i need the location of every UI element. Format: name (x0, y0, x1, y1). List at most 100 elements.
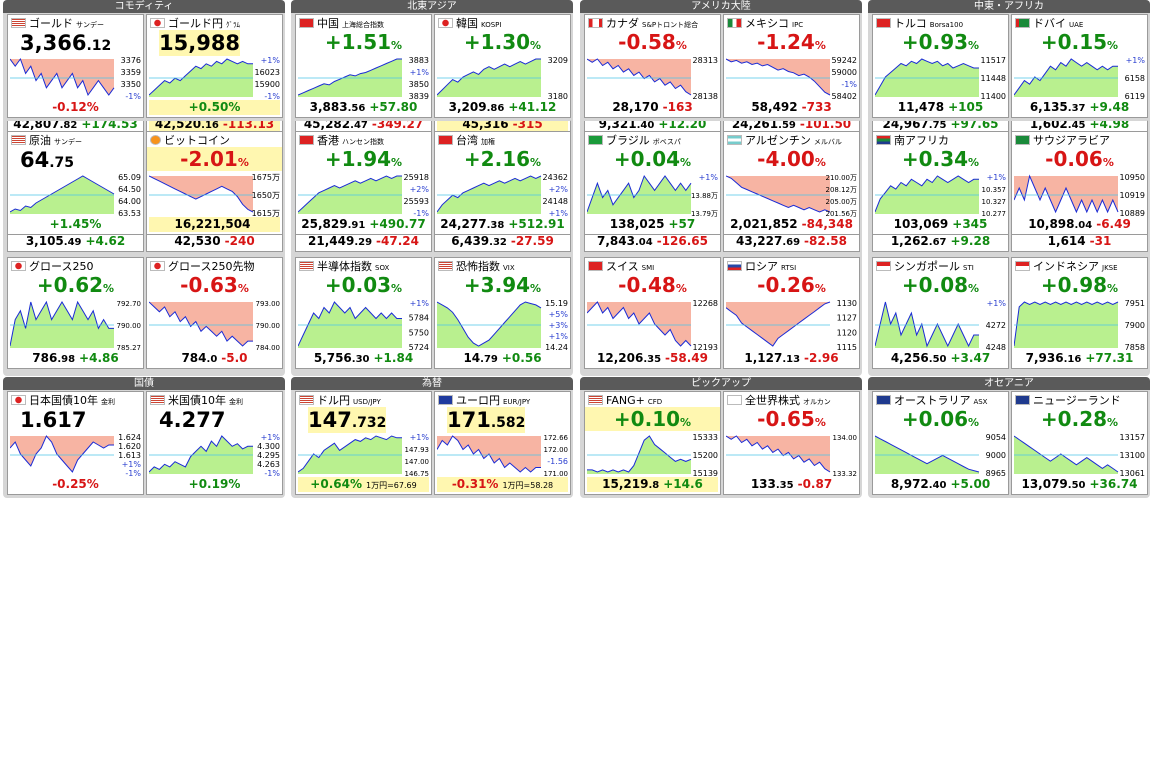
price-int: 8,972 (890, 477, 929, 491)
tile-tag: 加権 (481, 138, 495, 146)
price-change: +77.31 (1085, 351, 1134, 365)
price-dec: .30 (351, 354, 370, 365)
market-tile[interactable]: ニュージーランド +0.28% 13157 13100 13061 13,079.50 +3… (1011, 391, 1148, 495)
market-tile[interactable]: 中国 上海総合指数 +1.51% 3883 +1% 3850 3839 3,883.56 +57… (295, 14, 432, 118)
price-change: -6.49 (1096, 217, 1131, 231)
axis-label: 3839 (409, 92, 429, 101)
price-row: 12,206.35 -58.49 (587, 351, 718, 366)
axis-label: +1% (987, 173, 1007, 182)
axis-label: 28138 (693, 92, 718, 101)
tile-name: ゴールド円 ｸﾞﾗﾑ (150, 17, 280, 31)
sparkline-line (726, 435, 831, 473)
br-flag-icon (588, 135, 603, 145)
change-percent-value: -1.24 (757, 30, 815, 54)
unit-conversion: 1万円=58.28 (502, 481, 554, 490)
market-tile[interactable]: ブラジル ボベスパ +0.04% +1% 13.88万 13.79万 138,025 +57 (584, 131, 721, 235)
market-tile[interactable]: メキシコ IPC -1.24% 59242 59000 -1% 58402 58,492 -73… (723, 14, 860, 118)
market-tile[interactable]: 韓国 KOSPI +1.30% 3209 3180 3,209.86 +41.12 (434, 14, 571, 118)
market-tile[interactable]: ビットコイン -2.01% 1675万 1650万 1615万 16,221,504 (146, 131, 283, 235)
axis-label: 13157 (1120, 433, 1145, 442)
market-tile[interactable]: グロース250先物 -0.63% 793.00 790.00 784.00 784.0 -5… (146, 257, 283, 369)
tile-name: 全世界株式 オルカン (727, 394, 857, 408)
percent-sign: % (1107, 39, 1119, 52)
sparkline-chart: 3883 +1% 3850 3839 (298, 56, 429, 101)
market-tile[interactable]: トルコ Borsa100 +0.93% 11517 11448 11400 11,478 +1… (872, 14, 1009, 118)
ae-flag-icon (1015, 18, 1030, 28)
change-percent: -0.12% (52, 100, 99, 114)
market-tile[interactable]: 南アフリカ +0.34% +1% 10.357 10.327 10.277 103,069 +… (872, 131, 1009, 235)
axis-label: -1% (125, 92, 141, 101)
tile-name-text: グロース250先物 (168, 260, 255, 273)
price-int: 786 (32, 351, 58, 365)
tile-name: FANG+ CFD (588, 394, 718, 408)
market-group: コモディティ ゴールド サンデー 3,366.12 3376 3359 3350 -1% -0.… (3, 0, 285, 235)
percent-sign: % (680, 156, 692, 169)
change-percent-value: -0.63 (180, 273, 238, 297)
market-tile[interactable]: ロシア RTSI -0.26% 1130 1127 1120 1115 1,127.13 -2.… (723, 257, 860, 369)
market-tile[interactable]: 半導体指数 SOX +0.03% +1% 5784 5750 5724 5,756.30 +1.… (295, 257, 432, 369)
tile-name: ユーロ円 EUR/JPY (438, 394, 568, 408)
axis-label: 5724 (409, 343, 429, 352)
market-tile[interactable]: FANG+ CFD +0.10% 15333 15200 15139 15,219.8 +14… (584, 391, 721, 495)
axis-label: 64.00 (118, 197, 141, 206)
sparkline-chart: 10950 10919 10889 (1014, 173, 1145, 218)
market-tile[interactable]: ドル円 USD/JPY 147.732 +1% 147.93 147.00 146.75 +0… (295, 391, 432, 495)
price-change: -5.0 (221, 351, 248, 365)
tile-name: スイス SMI (588, 260, 718, 274)
market-tile[interactable]: カナダ S&Pトロント総合 -0.58% 28313 28138 28,170 -163 (584, 14, 721, 118)
market-tile[interactable]: スイス SMI -0.48% 12268 12193 12,206.35 -58.49 (584, 257, 721, 369)
change-percent-value: -0.48 (618, 273, 676, 297)
market-tile[interactable]: グロース250 +0.62% 792.70 790.00 785.27 786.98 +4.… (7, 257, 144, 369)
tile-name: 韓国 KOSPI (438, 17, 568, 31)
change-percent-value: +0.15 (1040, 30, 1108, 54)
tile-name-text: 日本国債10年 (29, 394, 98, 407)
market-tile[interactable]: 米国債10年 金利 4.277 +1% 4.300 4.295 4.263 -1% +0.19% (146, 391, 283, 495)
market-tile[interactable]: サウジアラビア -0.06% 10950 10919 10889 10,898.04 -6.… (1011, 131, 1148, 235)
tile-tag: STI (963, 264, 974, 272)
tile-name: オーストラリア ASX (876, 394, 1006, 408)
market-tile[interactable]: ゴールド サンデー 3,366.12 3376 3359 3350 -1% -0.12% (7, 14, 144, 118)
market-tile[interactable]: 恐怖指数 VIX +3.94% 15.19 +5% +3% +1% 14.24 14.79 +0.… (434, 257, 571, 369)
market-tile[interactable]: シンガポール STI +0.08% +1% 4272 4248 4,256.50 +3.47 (872, 257, 1009, 369)
group-title: 為替 (291, 377, 573, 390)
sparkline-area (149, 176, 253, 212)
market-tile[interactable]: 原油 サンデー 64.75 65.09 64.50 64.00 63.53 +1.45% (7, 131, 144, 235)
percent-sign: % (675, 39, 687, 52)
percent-sign: % (814, 156, 826, 169)
market-tile[interactable]: 台湾 加権 +2.16% 24362 +2% 24148 +1% 24,277.38 +512.… (434, 131, 571, 235)
market-tile[interactable]: インドネシア JKSE +0.98% 7951 7900 7858 7,936.16 +77.… (1011, 257, 1148, 369)
market-tile[interactable]: ユーロ円 EUR/JPY 171.582 172.66 172.00 -1.56 171.0… (434, 391, 571, 495)
market-tile[interactable]: 全世界株式 オルカン -0.65% 134.00 133.32 133.35 -0.87 (723, 391, 860, 495)
price-row: 1,614 -31 (1014, 234, 1145, 249)
change-percent: +1.94% (296, 147, 431, 171)
price-row: 14.79 +0.56 (437, 351, 568, 366)
change-percent: +0.06% (873, 407, 1008, 431)
tile-name: 香港 ハンセン指数 (299, 134, 429, 148)
price-change: +345 (952, 217, 988, 231)
price-change: -27.59 (510, 234, 554, 248)
axis-label: +1% (261, 56, 281, 65)
market-tile[interactable]: 日本国債10年 金利 1.617 1.624 1.620 1.613 +1% -1% -0.25… (7, 391, 144, 495)
sparkline-chart: 1130 1127 1120 1115 (726, 299, 857, 352)
sparkline-chart: 28313 28138 (587, 56, 718, 101)
axis-label: 24148 (543, 197, 568, 206)
price-int: 5,756 (313, 351, 352, 365)
change-percent-value: +3.94 (463, 273, 531, 297)
market-tile[interactable]: ゴールド円 ｸﾞﾗﾑ 15,988 +1% 16023 15900 -1% +0.50% (146, 14, 283, 118)
change-percent: -0.65% (724, 407, 859, 431)
price-value: 64.75 (20, 147, 74, 173)
market-tile[interactable]: 香港 ハンセン指数 +1.94% 25918 +2% 25593 -1% 25,829.91 +… (295, 131, 432, 235)
price-change: +14.6 (663, 477, 703, 491)
market-tile[interactable]: ドバイ UAE +0.15% +1% 6158 6119 6,135.37 +9.48 (1011, 14, 1148, 118)
tile-tag: VIX (503, 264, 515, 272)
tile-name: ブラジル ボベスパ (588, 134, 718, 148)
price-change: -163 (662, 100, 693, 114)
market-tile[interactable]: アルゼンチン メルバル -4.00% 210.00万 208.12万 205.00万 201… (723, 131, 860, 235)
market-tile[interactable]: オーストラリア ASX +0.06% 9054 9000 8965 8,972.40 +5.0… (872, 391, 1009, 495)
tile-tag: ASX (973, 398, 988, 406)
price-int: 1,614 (1047, 234, 1086, 248)
axis-label: 15333 (693, 433, 718, 442)
sparkline-chart: 13157 13100 13061 (1014, 433, 1145, 478)
tile-name-text: インドネシア (1033, 260, 1099, 273)
change-percent-value: +0.34 (901, 147, 969, 171)
